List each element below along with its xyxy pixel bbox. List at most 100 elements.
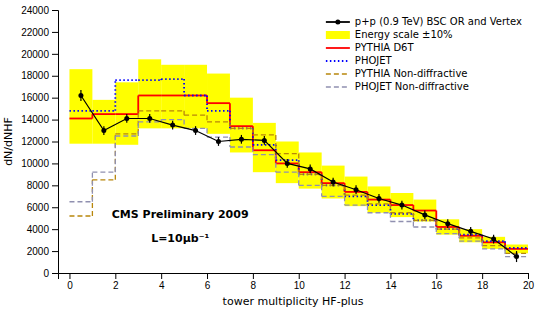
annotation: CMS Preliminary 2009 (112, 208, 249, 221)
legend-item: Energy scale ±10% (326, 29, 453, 40)
data-series (78, 90, 519, 262)
tick-mark (299, 273, 300, 279)
step-bin (368, 203, 391, 204)
tick: 18000 (21, 70, 58, 81)
tick-label: 10000 (21, 158, 49, 169)
step-bin (92, 172, 115, 173)
tick-label: 20 (523, 280, 535, 291)
tick-label: 12 (340, 280, 352, 291)
legend-swatch (326, 60, 350, 62)
band-bin (69, 69, 92, 144)
legend: p+p (0.9 TeV) BSC OR and Vertex Energy sc… (326, 16, 522, 92)
tick-mark (52, 54, 58, 55)
tick-label: 4 (159, 280, 165, 291)
step-bin (368, 212, 391, 213)
step-bin (115, 133, 138, 134)
tick: 20000 (21, 49, 58, 60)
step-bin (161, 95, 184, 97)
step-bin (459, 237, 482, 238)
step-bin (115, 135, 138, 136)
step-bin (413, 226, 436, 227)
legend-label: PHOJET Non-diffractive (355, 81, 469, 92)
tick-mark (52, 273, 58, 274)
step-bin (230, 128, 253, 129)
data-point (354, 187, 359, 192)
step-riser (367, 205, 368, 213)
tick-mark (52, 98, 58, 99)
tick: 12000 (21, 136, 58, 147)
tick-mark (528, 273, 529, 279)
legend-item: PHOJET Non-diffractive (326, 81, 469, 92)
tick-mark (52, 251, 58, 252)
legend-swatch (326, 86, 350, 87)
step-riser (114, 80, 116, 111)
data-point (170, 123, 175, 128)
tick-mark (52, 32, 58, 33)
band-bin (299, 152, 322, 188)
step-bin (413, 219, 436, 221)
tick: 14000 (21, 114, 58, 125)
step-riser (344, 196, 345, 205)
tick-mark (52, 10, 58, 11)
step-bin (69, 110, 92, 112)
legend-swatch (326, 47, 350, 49)
data-point (285, 161, 290, 166)
chart: 0246810121416182002000400060008000100001… (0, 0, 544, 311)
step-riser (252, 147, 253, 155)
data-point (239, 137, 244, 142)
step-riser (459, 234, 460, 242)
tick: 18 (477, 273, 489, 291)
band (69, 59, 528, 253)
data-point (78, 93, 83, 98)
tick-mark (52, 120, 58, 121)
data-point (491, 237, 496, 242)
band-bin (276, 142, 299, 184)
y-axis: 0200040006000800010000120001400016000180… (21, 5, 58, 279)
step-bin (276, 153, 299, 154)
band-bin (92, 100, 115, 144)
step-riser (413, 221, 414, 226)
step-bin (92, 113, 115, 115)
tick-mark (207, 273, 208, 279)
axis-line (52, 11, 59, 274)
step-bin (69, 118, 92, 120)
step-bin (482, 248, 505, 249)
data-point (193, 128, 198, 133)
legend-item: p+p (0.9 TeV) BSC OR and Vertex (326, 16, 522, 27)
tick-mark (345, 273, 346, 279)
tick: 0 (67, 273, 73, 291)
step-riser (481, 241, 482, 249)
band-bin (322, 166, 345, 199)
step-bin (322, 196, 345, 197)
tick: 12 (340, 273, 352, 291)
legend-label: Energy scale ±10% (355, 29, 453, 40)
annotation: L=10μb⁻¹ (151, 232, 209, 245)
step-bin (69, 201, 92, 202)
step-bin (390, 213, 413, 215)
tick-mark (253, 273, 254, 279)
tick: 8 (251, 273, 257, 291)
tick: 2000 (27, 246, 58, 257)
step-bin (161, 119, 184, 120)
step-bin (230, 127, 253, 129)
band-bin (345, 177, 368, 207)
tick-mark (482, 273, 483, 279)
data-point (445, 221, 450, 226)
tick-label: 10 (294, 280, 306, 291)
tick: 8000 (27, 180, 58, 191)
band-bin (368, 186, 391, 212)
step-bin (207, 110, 230, 112)
step-riser (436, 227, 437, 234)
band-bin (184, 65, 207, 129)
tick: 14 (385, 273, 397, 291)
step-bin (184, 115, 207, 116)
tick-mark (52, 185, 58, 186)
tick: 16 (431, 273, 443, 291)
data-point (216, 139, 221, 144)
step-bin (436, 229, 459, 230)
step-riser (252, 128, 253, 135)
data-point (331, 180, 336, 185)
tick-mark (52, 142, 58, 143)
tick-label: 4000 (27, 224, 50, 235)
step-riser (321, 185, 322, 196)
